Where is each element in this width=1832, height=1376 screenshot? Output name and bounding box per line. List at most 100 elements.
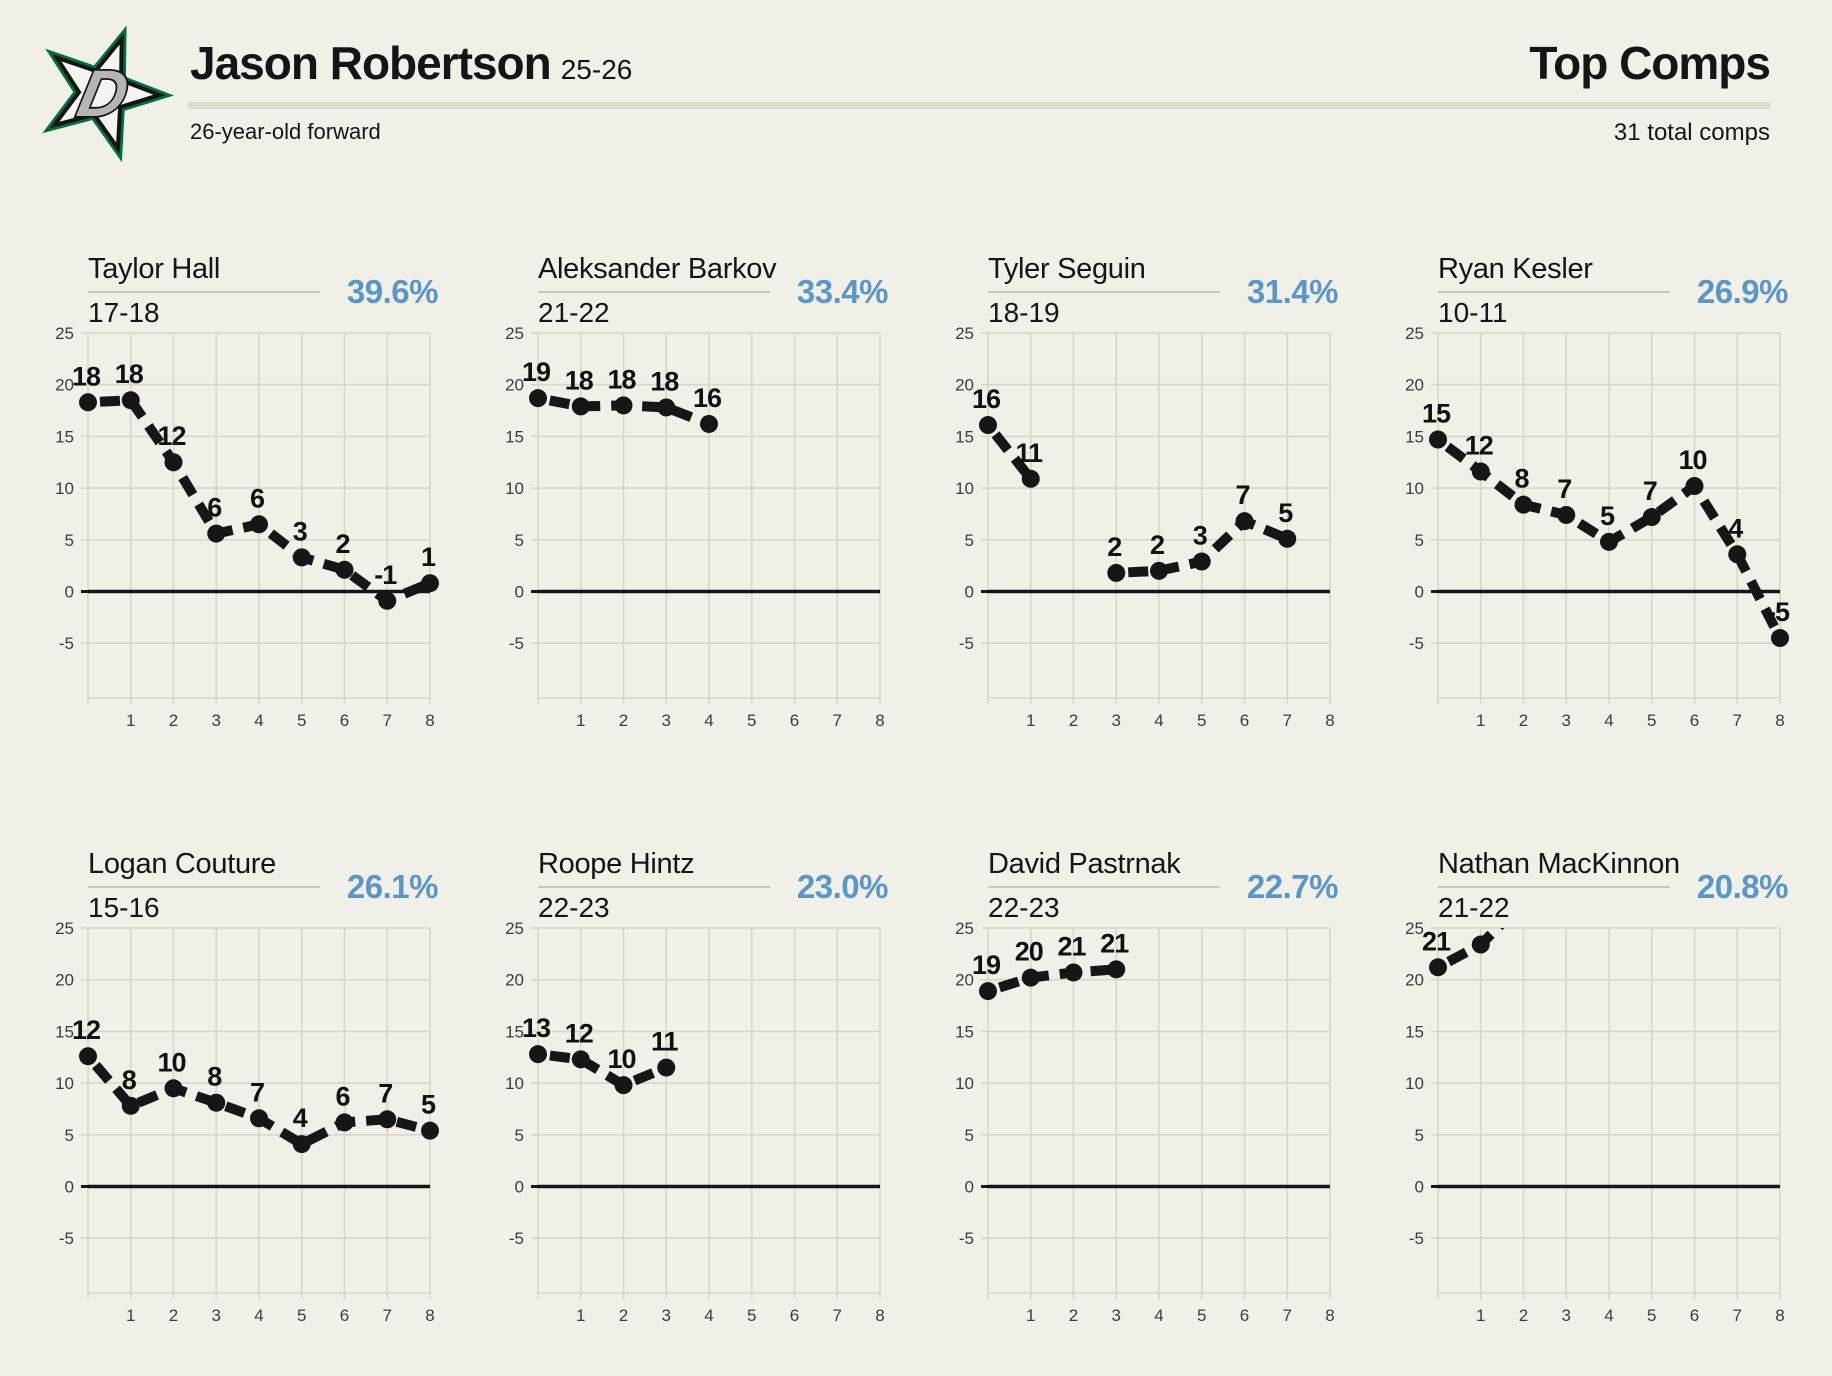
y-axis-tick-label: 0	[515, 1177, 524, 1196]
y-axis-tick-label: 5	[1415, 1126, 1424, 1145]
data-point	[335, 1113, 354, 1132]
data-point	[1514, 495, 1533, 514]
page-player-title: Jason Robertson 25-26	[190, 36, 632, 90]
y-axis-tick-label: 10	[955, 1074, 974, 1093]
comp-chart-header: David Pastrnak 22-23 22.7%	[940, 848, 1339, 928]
data-point	[164, 1079, 183, 1098]
data-point-label: 5	[1278, 498, 1293, 528]
y-axis-tick-label: 10	[505, 479, 524, 498]
comp-chart: Nathan MacKinnon 21-22 20.8% 25 20 15 10 5 0 -5 1 2…	[1390, 848, 1788, 1333]
comp-player-name: Taylor Hall	[88, 253, 221, 285]
x-axis-tick-label: 4	[1154, 711, 1163, 730]
data-point	[529, 389, 547, 408]
x-axis-tick-label: 2	[1519, 1306, 1528, 1325]
comp-player-name: David Pastrnak	[988, 848, 1181, 880]
x-axis-tick-label: 7	[1283, 711, 1292, 730]
y-axis-tick-label: 25	[55, 919, 74, 938]
data-point-label: -1	[374, 560, 397, 590]
y-axis-tick-label: 20	[955, 971, 974, 990]
x-axis-tick-label: 1	[1026, 1306, 1035, 1325]
x-axis-tick-label: 4	[254, 711, 263, 730]
data-point	[657, 398, 676, 417]
data-point	[1600, 532, 1618, 551]
x-axis-tick-label: 7	[1733, 1306, 1742, 1325]
comp-chart: Ryan Kesler 10-11 26.9% 25 20 15 10 5 0 -5 1 2 3 4 5 6 7…	[1390, 253, 1791, 738]
y-axis-tick-label: 5	[965, 531, 974, 550]
x-axis-tick-label: 6	[1240, 1306, 1249, 1325]
y-axis-tick-label: 0	[965, 582, 974, 601]
y-axis-tick-label: 20	[1405, 376, 1424, 395]
x-axis-tick-label: 3	[662, 711, 671, 730]
data-point-label: 2	[1150, 530, 1164, 560]
x-axis-tick-label: 5	[297, 1306, 306, 1325]
comp-season: 22-23	[538, 892, 610, 923]
y-axis-tick-label: 10	[955, 479, 974, 498]
x-axis-tick-label: 8	[875, 1306, 884, 1325]
x-axis-tick-label: 1	[126, 1306, 135, 1325]
y-axis-tick-label: 5	[1415, 531, 1424, 550]
y-axis-tick-label: -5	[1409, 634, 1424, 653]
data-point	[250, 1109, 268, 1128]
data-point	[79, 1047, 97, 1066]
data-point	[164, 453, 183, 472]
x-axis-tick-label: 5	[1197, 711, 1206, 730]
comp-match-percentage: 33.4%	[796, 273, 889, 310]
series-line	[988, 964, 1117, 996]
x-axis-tick-label: 5	[1197, 1306, 1206, 1325]
data-point-label: 18	[72, 361, 101, 391]
data-point-label: 11	[1015, 438, 1043, 468]
data-point-label: 21	[1422, 926, 1451, 956]
dallas-stars-logo: D	[42, 25, 174, 163]
y-axis-tick-label: -5	[1409, 1229, 1424, 1248]
comp-player-name: Ryan Kesler	[1438, 253, 1593, 285]
x-axis-tick-label: 3	[1112, 1306, 1121, 1325]
x-axis-tick-label: 4	[1604, 1306, 1613, 1325]
data-point	[1429, 958, 1447, 977]
data-point-label: 18	[607, 364, 636, 394]
y-axis-tick-label: 25	[1405, 324, 1424, 343]
comp-player-name: Roope Hintz	[538, 848, 695, 880]
data-point	[207, 1093, 226, 1112]
data-point	[1021, 469, 1040, 488]
data-point-label: 6	[335, 1081, 350, 1111]
data-point-label: 5	[421, 1090, 436, 1120]
data-point-label: 2	[1107, 532, 1121, 562]
comp-season: 21-22	[1438, 892, 1510, 923]
x-axis-tick-label: 1	[576, 1306, 585, 1325]
y-axis-tick-label: 0	[65, 1177, 74, 1196]
data-point-label: 10	[1678, 445, 1706, 475]
x-axis-tick-label: 3	[212, 711, 221, 730]
data-point-label: 6	[250, 483, 265, 513]
x-axis-tick-label: 6	[340, 1306, 349, 1325]
data-point-label: 16	[972, 384, 1001, 414]
data-point-label: 19	[522, 357, 551, 387]
comp-chart-header: Ryan Kesler 10-11 26.9%	[1390, 253, 1789, 333]
data-point-label: 2	[335, 529, 349, 559]
data-point-label: 12	[565, 1018, 593, 1048]
comp-name-underline	[1438, 886, 1670, 888]
data-point	[614, 396, 633, 415]
comp-player-name: Logan Couture	[88, 848, 276, 880]
data-point	[335, 560, 354, 579]
x-axis-tick-label: 3	[1112, 711, 1121, 730]
x-axis-tick-label: 7	[833, 711, 842, 730]
comp-season: 17-18	[88, 297, 160, 328]
y-axis-tick-label: 20	[1405, 971, 1424, 990]
data-point-label: 7	[250, 1077, 264, 1107]
data-point	[121, 1096, 140, 1115]
y-axis-tick-label: 15	[55, 1022, 74, 1041]
player-season: 25-26	[560, 54, 633, 85]
comp-chart-header: Taylor Hall 17-18 39.6%	[40, 253, 439, 333]
y-axis-tick-label: 5	[515, 531, 524, 550]
y-axis-tick-label: 0	[515, 582, 524, 601]
x-axis-tick-label: 4	[254, 1306, 263, 1325]
y-axis-tick-label: 20	[55, 971, 74, 990]
data-point	[1235, 512, 1254, 531]
data-point-label: 5	[1600, 501, 1615, 531]
comp-name-underline	[988, 291, 1220, 293]
data-point	[207, 524, 226, 543]
